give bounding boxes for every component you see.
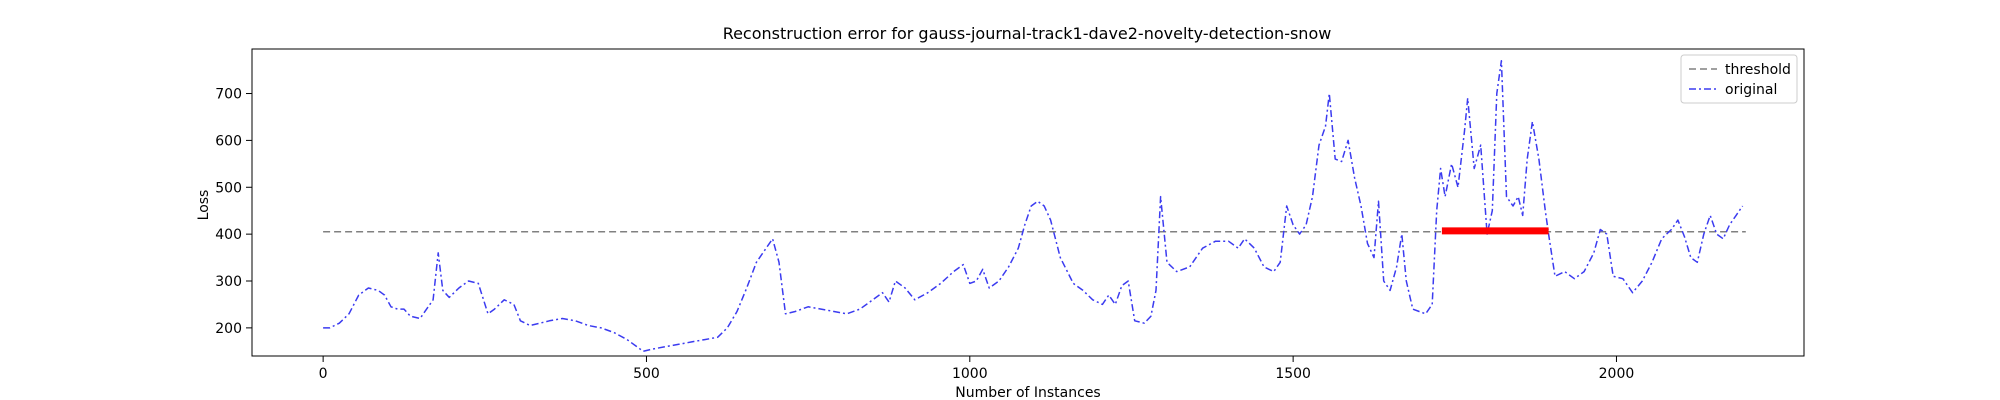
legend-label-original: original: [1725, 82, 1777, 98]
x-tick-label: 1500: [1275, 366, 1311, 382]
x-tick-label: 1000: [952, 366, 988, 382]
series-line-original: [323, 59, 1744, 353]
y-tick-label: 200: [215, 321, 242, 337]
y-tick-label: 600: [215, 133, 242, 149]
axis-ticks: 0 500 1000 1500 2000 200 300 400 500 600 700: [215, 87, 1634, 382]
x-tick-label: 500: [633, 366, 660, 382]
legend-label-threshold: threshold: [1725, 62, 1791, 78]
x-tick-label: 0: [319, 366, 328, 382]
y-tick-label: 700: [215, 87, 242, 103]
x-axis-label: Number of Instances: [955, 385, 1100, 400]
plot-area: [323, 59, 1746, 353]
y-tick-label: 400: [215, 227, 242, 243]
y-tick-label: 300: [215, 274, 242, 290]
legend-box: [1680, 54, 1798, 104]
legend: threshold original: [1680, 54, 1798, 104]
plot-frame: [251, 48, 1805, 357]
y-tick-label: 500: [215, 180, 242, 196]
chart-title: Reconstruction error for gauss-journal-t…: [723, 24, 1332, 43]
y-axis-label: Loss: [196, 190, 212, 221]
x-tick-label: 2000: [1599, 366, 1635, 382]
